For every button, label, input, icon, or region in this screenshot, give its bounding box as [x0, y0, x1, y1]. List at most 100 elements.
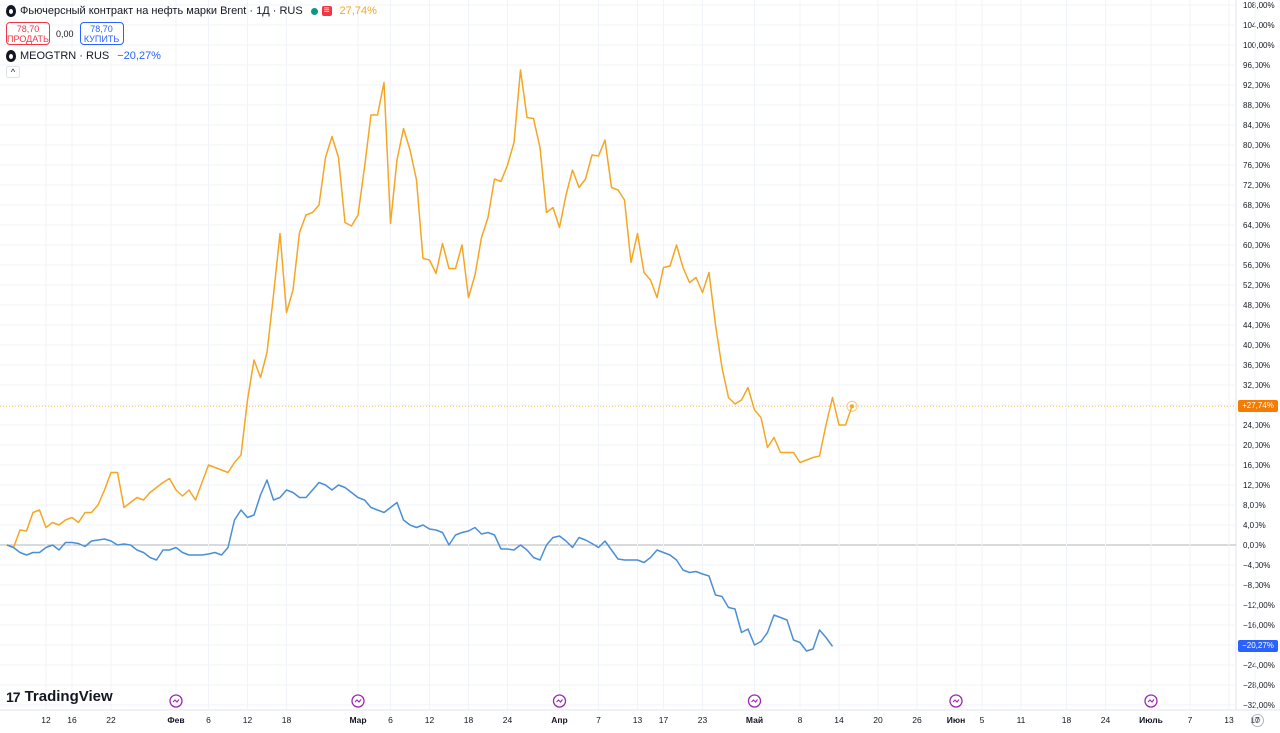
brent-last-point-halo — [846, 400, 858, 412]
x-tick-label: 6 — [206, 715, 211, 725]
y-tick-label: 108,00% — [1243, 1, 1275, 10]
y-tick-label: −24,00% — [1243, 661, 1275, 670]
brent-price-tag: +27,74% — [1238, 400, 1278, 413]
sell-price: 78,70 — [16, 24, 40, 34]
y-tick-label: 4,00% — [1243, 521, 1266, 530]
buy-price: 78,70 — [90, 24, 113, 34]
scale-settings-icon[interactable]: ⚙ — [1251, 714, 1264, 727]
y-tick-label: −4,00% — [1243, 561, 1270, 570]
x-tick-label: 17 — [659, 715, 669, 725]
x-tick-label: 13 — [633, 715, 643, 725]
y-tick-label: −12,00% — [1243, 601, 1275, 610]
y-tick-label: 44,00% — [1243, 321, 1270, 330]
x-tick-label: 8 — [798, 715, 803, 725]
x-tick-label: 22 — [106, 715, 116, 725]
y-tick-label: 104,00% — [1243, 21, 1275, 30]
brent-series-line — [6, 69, 853, 549]
y-tick-label: −8,00% — [1243, 581, 1270, 590]
legend-compare-row[interactable]: MEOGTRN · RUS −20,27% — [6, 49, 377, 63]
x-tick-label: 18 — [464, 715, 474, 725]
y-tick-label: 68,00% — [1243, 201, 1270, 210]
x-tick-label: 12 — [243, 715, 253, 725]
y-tick-label: 84,00% — [1243, 121, 1270, 130]
sell-label: ПРОДАТЬ — [7, 34, 49, 44]
trade-buttons: 78,70 ПРОДАТЬ 0,00 78,70 КУПИТЬ — [6, 22, 377, 45]
main-change-value: 27,74% — [339, 5, 377, 17]
y-tick-label: 36,00% — [1243, 361, 1270, 370]
buy-label: КУПИТЬ — [83, 34, 120, 44]
y-tick-label: 12,00% — [1243, 481, 1270, 490]
x-tick-label: 20 — [873, 715, 883, 725]
x-tick-label: 12 — [41, 715, 51, 725]
spread-value: 0,00 — [56, 28, 74, 39]
y-tick-label: 60,00% — [1243, 241, 1270, 250]
y-tick-label: 0,00% — [1243, 541, 1266, 550]
y-tick-label: 52,00% — [1243, 281, 1270, 290]
y-tick-label: 76,00% — [1243, 161, 1270, 170]
y-tick-label: 48,00% — [1243, 301, 1270, 310]
x-tick-label: 18 — [282, 715, 292, 725]
y-tick-label: 56,00% — [1243, 261, 1270, 270]
x-tick-label: 24 — [1101, 715, 1111, 725]
x-tick-label: Апр — [551, 715, 567, 725]
x-tick-label: 7 — [1188, 715, 1193, 725]
y-tick-label: 92,00% — [1243, 81, 1270, 90]
x-tick-label: 23 — [698, 715, 708, 725]
x-tick-label: Июн — [947, 715, 966, 725]
brent-last-point — [850, 404, 854, 409]
main-symbol-title[interactable]: Фьючерсный контракт на нефть марки Brent… — [20, 5, 303, 17]
y-tick-label: 88,00% — [1243, 101, 1270, 110]
x-tick-label: 12 — [425, 715, 435, 725]
compare-change-value: −20,27% — [117, 50, 161, 62]
tradingview-logo[interactable]: 17 TradingView — [6, 688, 113, 705]
y-tick-label: −28,00% — [1243, 681, 1275, 690]
tradingview-mark-icon: 17 — [6, 688, 21, 705]
meog-price-tag: −20,27% — [1238, 640, 1278, 653]
oil-symbol-icon — [6, 5, 16, 17]
event-arrow-icon — [952, 699, 960, 703]
event-arrow-icon — [354, 699, 362, 703]
x-tick-label: 7 — [596, 715, 601, 725]
x-tick-label: Фев — [167, 715, 184, 725]
compare-symbol-title[interactable]: MEOGTRN · RUS — [20, 50, 110, 62]
x-tick-label: 5 — [980, 715, 985, 725]
event-arrow-icon — [1147, 699, 1155, 703]
x-tick-label: 26 — [912, 715, 922, 725]
y-tick-label: 8,00% — [1243, 501, 1266, 510]
compare-symbol-icon — [6, 50, 16, 62]
x-tick-label: 24 — [503, 715, 513, 725]
tradingview-wordmark: TradingView — [24, 688, 113, 705]
sell-button[interactable]: 78,70 ПРОДАТЬ — [6, 22, 50, 45]
y-tick-label: 100,00% — [1243, 41, 1275, 50]
y-tick-label: 96,00% — [1243, 61, 1270, 70]
data-flag-icon[interactable]: ≡ — [321, 5, 332, 16]
y-tick-label: 24,00% — [1243, 421, 1270, 430]
y-tick-label: −32,00% — [1243, 701, 1275, 710]
event-arrow-icon — [751, 699, 758, 703]
chart-legend: Фьючерсный контракт на нефть марки Brent… — [6, 4, 377, 78]
x-tick-label: 11 — [1017, 715, 1026, 725]
x-tick-label: Мар — [349, 715, 366, 725]
x-tick-label: 6 — [388, 715, 393, 725]
y-tick-label: −16,00% — [1243, 621, 1275, 630]
x-tick-label: Май — [746, 715, 763, 725]
y-tick-label: 32,00% — [1243, 381, 1270, 390]
y-tick-label: 80,00% — [1243, 141, 1270, 150]
x-tick-label: 16 — [67, 715, 77, 725]
y-tick-label: 72,00% — [1243, 181, 1270, 190]
y-tick-label: 64,00% — [1243, 221, 1270, 230]
collapse-legend-button[interactable]: ^ — [6, 66, 20, 78]
x-tick-label: 13 — [1224, 715, 1234, 725]
event-arrow-icon — [172, 699, 180, 703]
buy-button[interactable]: 78,70 КУПИТЬ — [79, 22, 124, 45]
x-tick-label: 14 — [834, 715, 844, 725]
meog-series-line — [6, 479, 834, 652]
market-open-icon — [310, 7, 318, 15]
y-tick-label: 16,00% — [1243, 461, 1270, 470]
event-arrow-icon — [556, 699, 563, 703]
y-tick-label: 40,00% — [1243, 341, 1270, 350]
legend-main-row[interactable]: Фьючерсный контракт на нефть марки Brent… — [6, 4, 377, 18]
x-tick-label: 18 — [1062, 715, 1072, 725]
y-tick-label: 20,00% — [1243, 441, 1270, 450]
